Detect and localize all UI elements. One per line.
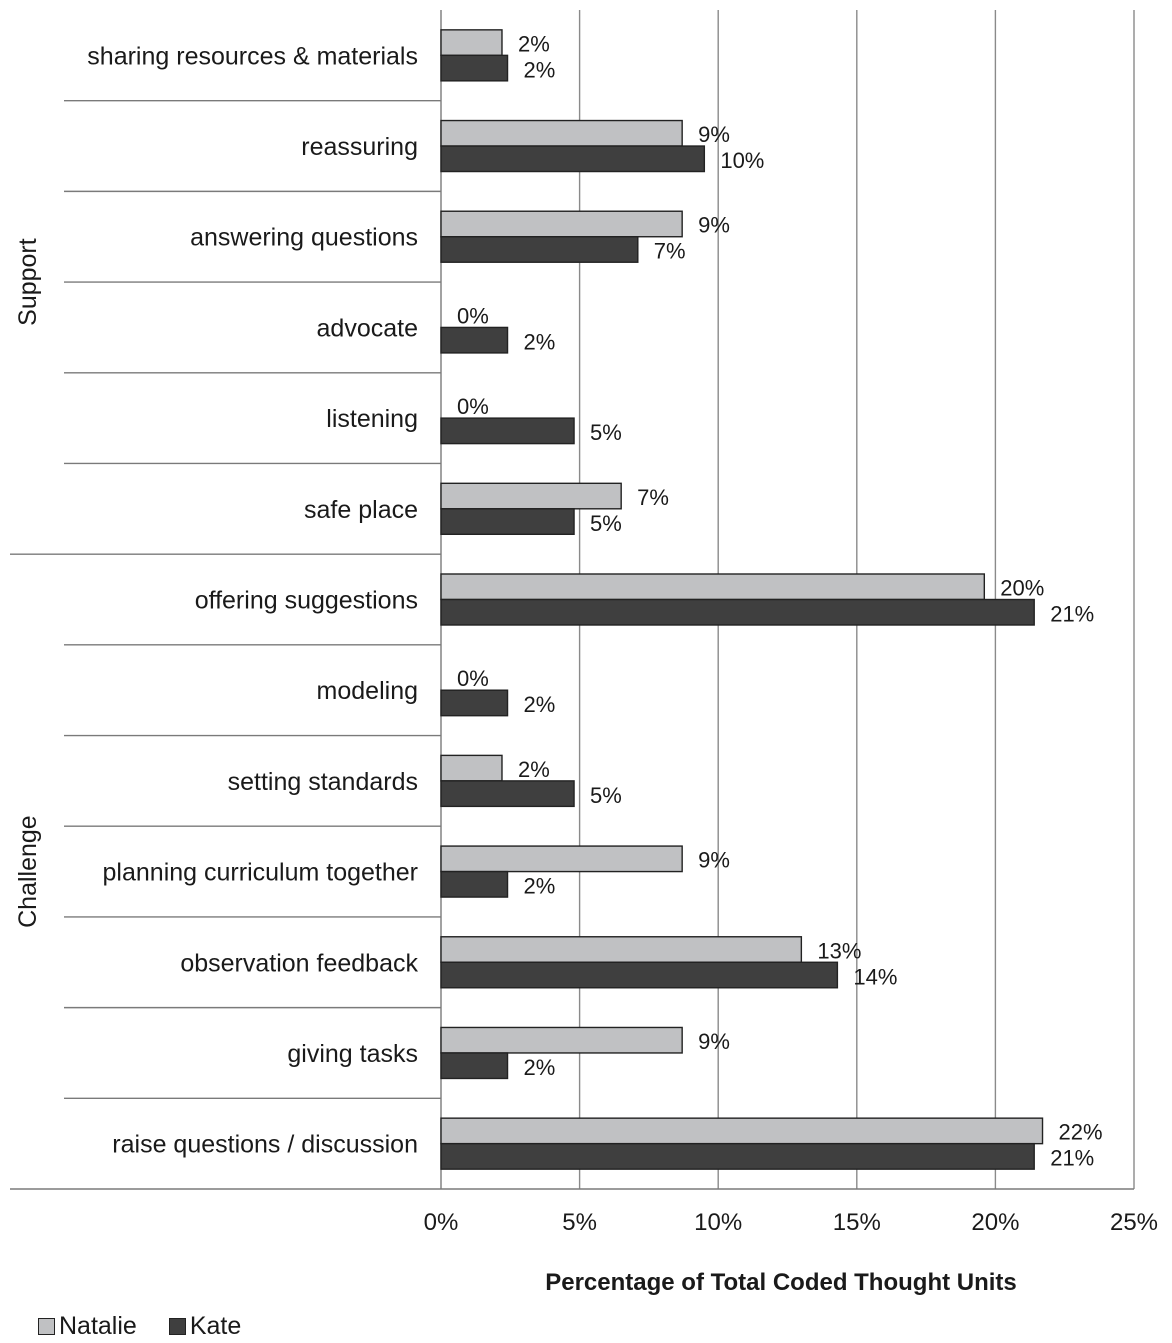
bar-kate [440,598,1035,626]
data-label-natalie: 0% [457,666,489,691]
legend-item-natalie: Natalie [38,1312,137,1341]
bar-natalie [440,754,503,782]
bar-kate [440,1142,1035,1170]
bar-natalie [440,210,683,238]
data-label-kate: 5% [590,783,622,808]
x-axis-title: Percentage of Total Coded Thought Units [545,1269,1017,1296]
data-label-kate: 10% [720,148,764,173]
legend-item-kate: Kate [168,1312,242,1341]
bar-natalie [440,119,683,147]
data-label-natalie: 0% [457,394,489,419]
data-label-natalie: 2% [518,757,550,782]
x-tick-label-5: 25% [1110,1209,1158,1236]
data-label-natalie: 9% [698,848,730,873]
category-label: safe place [304,496,418,524]
category-label: giving tasks [287,1040,418,1068]
data-label-natalie: 9% [698,213,730,238]
legend-label-natalie: Natalie [59,1312,137,1340]
bar-natalie [440,1117,1044,1145]
category-label: listening [326,405,418,433]
bar-natalie [440,936,803,963]
bar-kate [440,236,639,263]
x-tick-label-1: 5% [562,1209,597,1236]
data-label-kate: 2% [524,1055,556,1080]
bar-kate [440,508,575,536]
category-label: setting standards [228,768,418,796]
bar-kate [440,417,575,445]
category-label: answering questions [190,224,418,252]
group-label-support: Support [14,238,42,326]
data-label-natalie: 13% [817,938,861,963]
data-label-kate: 14% [853,964,897,989]
data-label-kate: 21% [1050,1146,1094,1171]
category-label: observation feedback [180,949,418,977]
bar-kate [440,326,509,354]
x-tick-label-3: 15% [833,1209,881,1236]
bar-natalie [440,845,683,873]
bar-kate [440,689,509,717]
x-tick-label-2: 10% [694,1209,742,1236]
legend-swatch-kate [168,1318,186,1335]
bar-natalie [440,482,622,510]
data-label-natalie: 9% [698,1029,730,1054]
bar-kate [440,870,509,898]
bar-kate [440,1052,509,1080]
group-label-challenge: Challenge [14,815,42,928]
category-label: raise questions / discussion [112,1131,418,1159]
category-label: modeling [317,677,418,705]
legend: Natalie Kate [38,1312,273,1341]
data-label-natalie: 7% [637,485,669,510]
bar-kate [440,145,706,173]
category-label: sharing resources & materials [87,42,418,70]
data-label-kate: 5% [590,420,622,445]
x-tick-label-0: 0% [424,1209,459,1236]
bar-natalie [440,573,986,601]
data-label-kate: 2% [524,692,556,717]
data-label-natalie: 9% [698,122,730,147]
data-label-kate: 21% [1050,602,1094,627]
bar-natalie [440,1026,683,1054]
data-label-kate: 5% [590,511,622,536]
data-label-natalie: 2% [518,31,550,56]
category-label: advocate [317,314,418,342]
bar-natalie [440,29,503,57]
data-label-natalie: 22% [1059,1120,1103,1145]
legend-swatch-natalie [38,1318,55,1335]
bar-kate [440,961,839,989]
data-label-kate: 2% [524,874,556,899]
legend-label-kate: Kate [189,1312,242,1340]
bar-kate [440,780,575,808]
data-label-natalie: 20% [1000,576,1044,601]
category-label: reassuring [301,133,418,161]
bar-kate [440,54,509,82]
x-tick-label-4: 20% [971,1209,1019,1236]
category-label: offering suggestions [195,587,418,615]
data-label-natalie: 0% [457,303,489,328]
data-label-kate: 7% [654,239,686,264]
data-label-kate: 2% [524,329,556,354]
data-label-kate: 2% [524,57,556,82]
category-label: planning curriculum together [103,859,418,887]
